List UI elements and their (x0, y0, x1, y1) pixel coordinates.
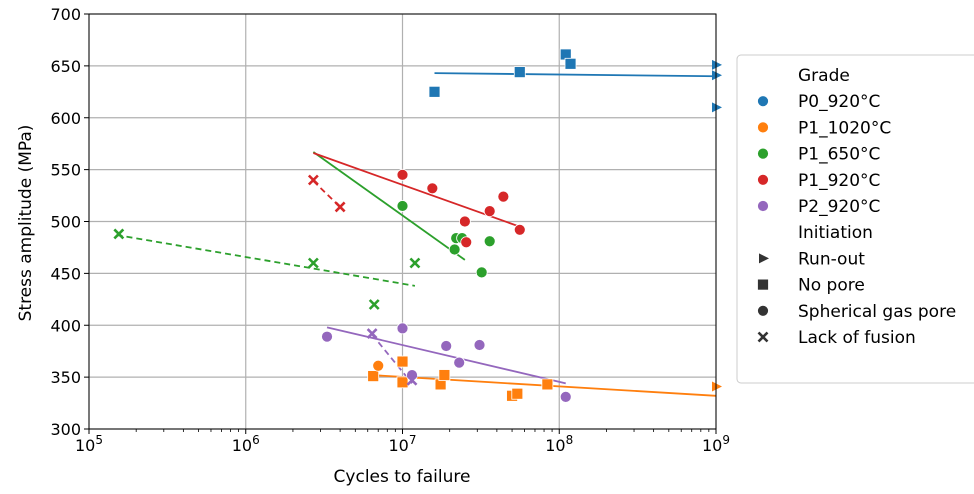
point-p1-650-c-spherical-gas-pore (448, 243, 461, 256)
point-p2-920-c-spherical-gas-pore (559, 390, 572, 403)
point-p1-920-c-spherical-gas-pore (483, 205, 496, 218)
y-tick-label: 650 (50, 57, 81, 76)
legend-marker-no-pore (757, 278, 769, 291)
point-p1-920-c-spherical-gas-pore (497, 190, 510, 203)
point-p1-920-c-lack-of-fusion (334, 201, 346, 213)
legend-label-p1-1020-c: P1_1020°C (798, 118, 891, 138)
legend-marker-lack-of-fusion (757, 331, 769, 343)
legend-label-spherical-gas-pore: Spherical gas pore (798, 302, 956, 322)
legend-marker-p1-920-c (757, 173, 769, 186)
point-p1-920-c-spherical-gas-pore (513, 223, 526, 236)
legend-label-p2-920-c: P2_920°C (798, 197, 880, 217)
point-p1-920-c-spherical-gas-pore (458, 215, 471, 228)
x-tick-label: 106 (232, 433, 260, 455)
x-tick-label: 109 (702, 433, 730, 455)
point-p1-1020-c-no-pore (396, 376, 409, 389)
point-p1-650-c-lack-of-fusion (307, 257, 319, 269)
point-p2-920-c-spherical-gas-pore (440, 340, 453, 352)
point-p1-1020-c-no-pore (541, 378, 554, 391)
axis-ticks: 300 350 400 450 500 550 600 650 700 105 106 107 108 1… (50, 5, 730, 455)
point-p1-650-c-spherical-gas-pore (396, 200, 409, 212)
legend-box (736, 54, 974, 384)
legend: Grade P0_920°C P1_1020°C P1_650°C P1_920°C P2… (736, 54, 974, 384)
point-p1-650-c-spherical-gas-pore (483, 235, 496, 248)
legend-title-grade: Grade (798, 66, 850, 86)
point-p0-920-c-no-pore (428, 85, 441, 98)
fit-line-p2-920-c-solid (326, 326, 566, 385)
point-p1-920-c-spherical-gas-pore (460, 236, 473, 249)
legend-label-p0-920-c: P0_920°C (798, 92, 880, 112)
legend-label-run-out: Run-out (798, 249, 865, 269)
legend-marker-spherical-gas-pore (757, 304, 769, 317)
y-axis-label: Stress amplitude (MPa) (16, 125, 36, 322)
point-p1-1020-c-no-pore (367, 370, 380, 382)
point-p1-650-c-spherical-gas-pore (475, 266, 488, 279)
legend-marker-p0-920-c (757, 95, 769, 108)
y-tick-label: 550 (50, 161, 81, 180)
point-p2-920-c-spherical-gas-pore (453, 356, 466, 369)
y-tick-label: 700 (50, 5, 81, 24)
point-p1-920-c-spherical-gas-pore (396, 168, 409, 181)
point-p2-920-c-lack-of-fusion (366, 328, 378, 339)
y-tick-label: 600 (50, 109, 81, 128)
point-p2-920-c-spherical-gas-pore (396, 322, 409, 335)
x-tick-label: 105 (75, 433, 103, 455)
legend-label-p1-920-c: P1_920°C (798, 171, 880, 191)
data-points (113, 48, 722, 403)
x-tick-label: 108 (545, 433, 573, 455)
fit-line-p2-920-c-dashed (371, 334, 413, 384)
point-p1-650-c-lack-of-fusion (113, 228, 125, 240)
point-p1-920-c-lack-of-fusion (307, 174, 319, 186)
point-p1-920-c-spherical-gas-pore (426, 182, 439, 195)
point-p1-1020-c-no-pore (438, 369, 451, 381)
fit-lines (116, 72, 717, 397)
legend-label-no-pore: No pore (798, 276, 865, 296)
legend-marker-p2-920-c (757, 200, 769, 212)
legend-label-p1-650-c: P1_650°C (798, 145, 880, 165)
legend-title-initiation: Initiation (798, 223, 873, 243)
fit-line-p1-650-c-dashed (116, 234, 416, 287)
point-p2-920-c-spherical-gas-pore (321, 330, 333, 343)
point-p0-920-c-no-pore (513, 66, 526, 78)
point-p1-1020-c-run-out (712, 381, 722, 392)
legend-label-lack-of-fusion: Lack of fusion (798, 328, 916, 348)
point-p0-920-c-run-out (712, 59, 722, 70)
point-p1-1020-c-no-pore (396, 355, 409, 368)
point-p0-920-c-run-out (712, 70, 722, 81)
x-tick-label: 107 (389, 433, 417, 455)
point-p1-650-c-lack-of-fusion (409, 257, 421, 269)
x-axis-label: Cycles to failure (334, 467, 471, 487)
fit-line-p0-920-c-solid (434, 72, 717, 78)
point-p1-650-c-lack-of-fusion (368, 299, 380, 310)
legend-marker-run-out (759, 253, 769, 264)
point-p1-1020-c-no-pore (511, 387, 524, 400)
y-tick-label: 450 (50, 264, 81, 283)
y-tick-label: 500 (50, 213, 81, 232)
y-tick-label: 350 (50, 368, 81, 387)
legend-marker-p1-1020-c (757, 121, 769, 134)
point-p1-1020-c-spherical-gas-pore (372, 359, 385, 372)
fit-line-p1-650-c-solid (312, 151, 466, 261)
point-p2-920-c-lack-of-fusion (406, 374, 418, 386)
point-p2-920-c-spherical-gas-pore (473, 339, 486, 351)
point-p0-920-c-run-out (712, 102, 722, 113)
legend-marker-p1-650-c (757, 147, 769, 160)
point-p0-920-c-no-pore (564, 57, 577, 70)
y-tick-label: 400 (50, 316, 81, 335)
y-tick-label: 300 (50, 420, 81, 439)
